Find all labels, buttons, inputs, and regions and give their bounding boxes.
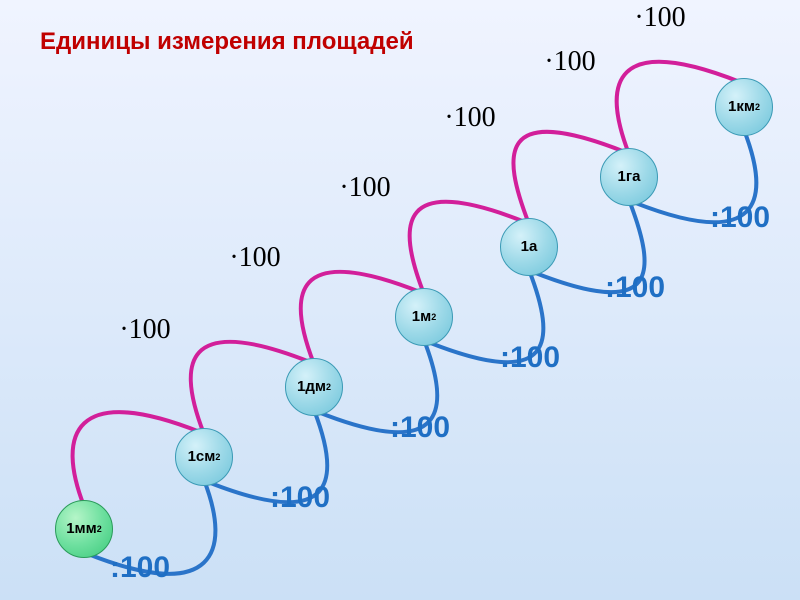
unit-label: 1мм: [66, 521, 97, 537]
multiply-label: ·100: [444, 102, 495, 134]
multiply-label: ·100: [119, 314, 170, 346]
divide-label: :100: [110, 551, 170, 585]
unit-node-n0: 1мм2: [55, 500, 113, 558]
unit-label: 1км: [728, 99, 755, 115]
unit-label: 1га: [618, 169, 641, 185]
divide-label: :100: [710, 201, 770, 235]
unit-node-n3: 1м2: [395, 288, 453, 346]
unit-label: 1дм: [297, 379, 326, 395]
unit-node-n6: 1км2: [715, 78, 773, 136]
unit-node-n1: 1см2: [175, 428, 233, 486]
divide-label: :100: [270, 481, 330, 515]
unit-label: 1м: [412, 309, 431, 325]
multiply-label: ·100: [229, 242, 280, 274]
unit-node-n5: 1га: [600, 148, 658, 206]
divide-label: :100: [500, 341, 560, 375]
unit-label: 1см: [188, 449, 216, 465]
multiply-label: ·100: [544, 46, 595, 78]
divide-label: :100: [605, 271, 665, 305]
unit-label: 1а: [521, 239, 538, 255]
multiply-label: ·100: [634, 2, 685, 34]
divide-label: :100: [390, 411, 450, 445]
unit-node-n4: 1а: [500, 218, 558, 276]
multiply-label: ·100: [339, 172, 390, 204]
unit-node-n2: 1дм2: [285, 358, 343, 416]
